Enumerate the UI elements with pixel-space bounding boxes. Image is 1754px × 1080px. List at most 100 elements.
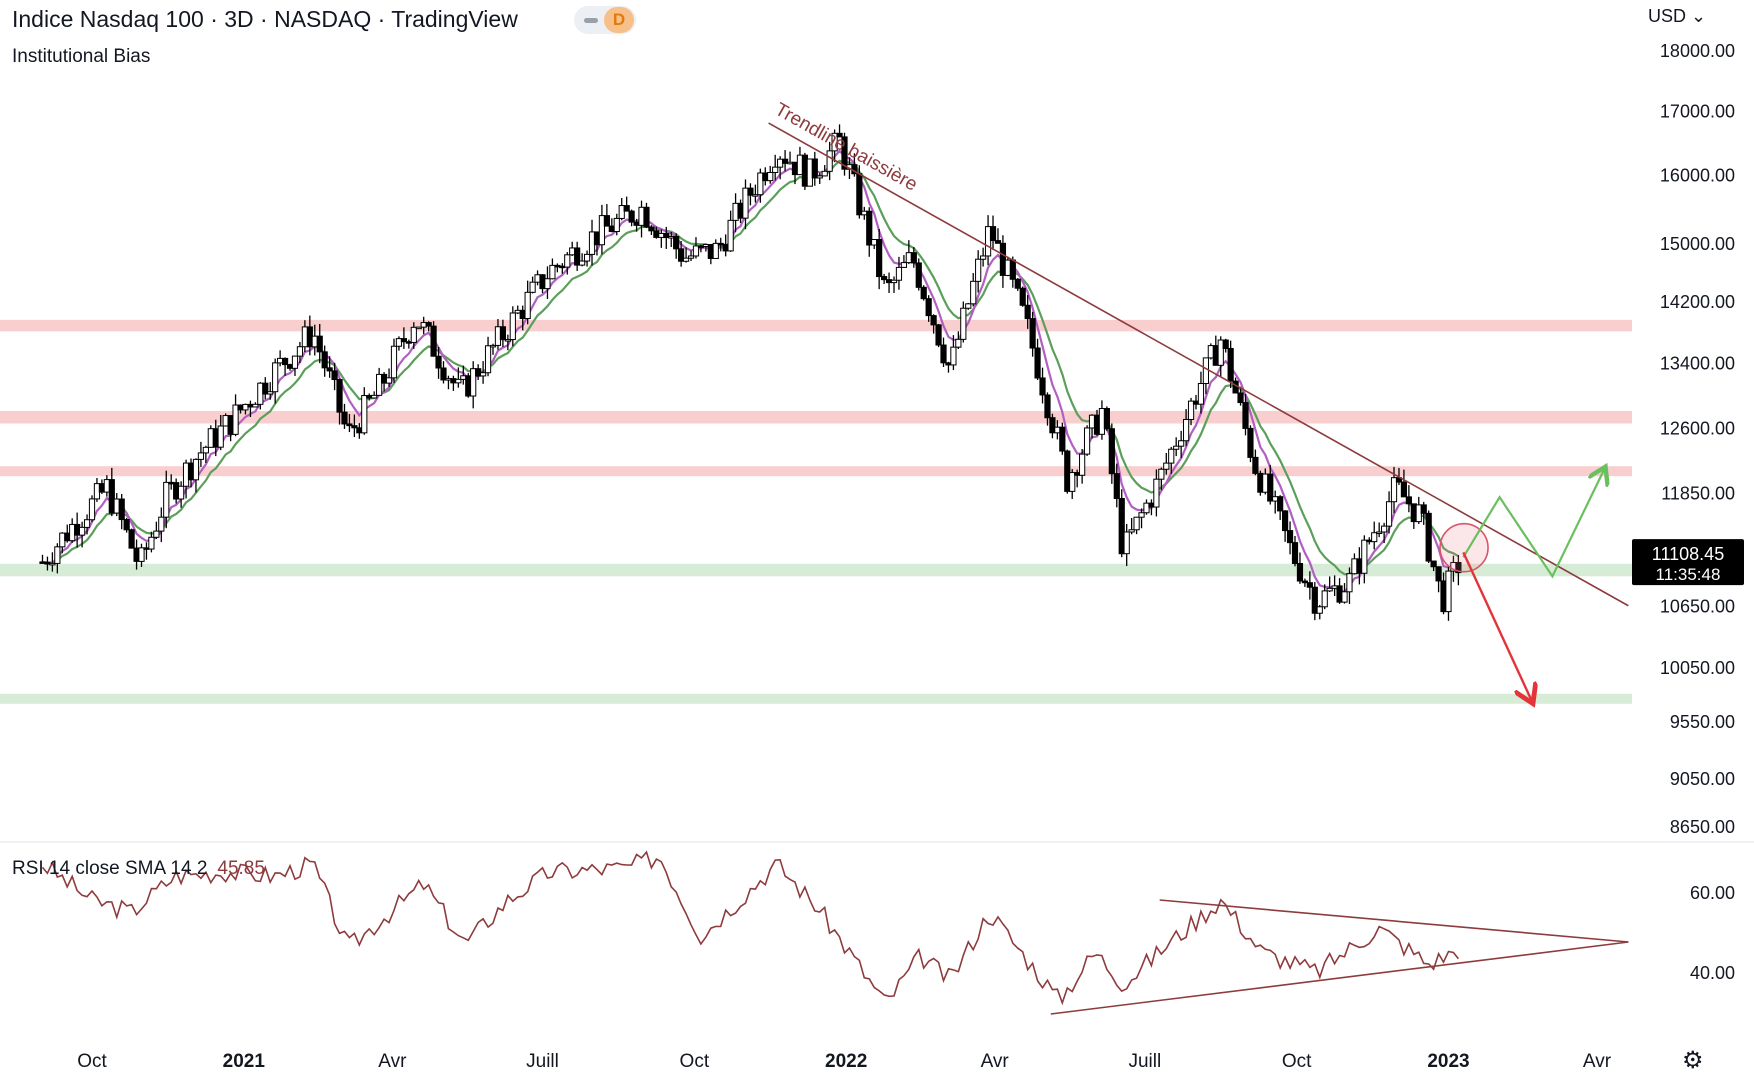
candle-body [1267, 473, 1274, 502]
candle-body [1039, 377, 1046, 396]
candle-body [371, 394, 378, 399]
interval-badge[interactable]: D [574, 6, 636, 34]
candle-body [816, 175, 823, 179]
candle-body [1440, 580, 1447, 613]
gear-icon[interactable]: ⚙ [1682, 1047, 1704, 1074]
price-label-countdown: 11:35:48 [1656, 565, 1721, 584]
rsi-legend[interactable]: RSI 14 close SMA 14 2 45.85 [12, 858, 265, 880]
candle-body [173, 482, 180, 500]
ma-fast-line [42, 149, 1459, 593]
candle-body [475, 368, 482, 377]
candle-body [663, 232, 670, 239]
candle-body [682, 257, 690, 262]
candle-body [489, 344, 497, 348]
candle-body [336, 379, 343, 413]
candle-body [1425, 512, 1432, 562]
candle-body [93, 483, 101, 500]
price-trendline [768, 122, 1629, 607]
candle-body [331, 370, 338, 381]
candle-body [1351, 558, 1358, 575]
candle-body [633, 221, 640, 226]
candle-body [98, 483, 106, 493]
candle-body [945, 362, 952, 366]
price-tick-label: 17000.00 [1660, 102, 1735, 122]
candle-body [593, 231, 601, 246]
price-tick-label: 12600.00 [1660, 419, 1735, 439]
candle-body [341, 411, 348, 425]
interval-badge-label: D [604, 7, 634, 33]
time-tick-label: 2022 [825, 1051, 867, 1072]
candle-body [1376, 531, 1383, 534]
candle-body [148, 536, 155, 550]
candle-body [1148, 502, 1155, 508]
candle-body [1346, 573, 1353, 593]
candle-body [806, 158, 813, 187]
candle-body [574, 247, 581, 266]
minus-icon [584, 18, 598, 23]
candle-body [1222, 339, 1229, 349]
candle-body [524, 291, 531, 320]
candle-body [905, 252, 912, 264]
price-tick-label: 13400.00 [1660, 354, 1735, 374]
candle-body [826, 150, 833, 172]
candle-body [316, 335, 323, 353]
candle-body [579, 260, 586, 266]
candle-body [351, 425, 358, 429]
candle-body [747, 187, 754, 196]
candle-body [618, 205, 625, 219]
currency-selector[interactable]: USD ⌄ [1648, 6, 1706, 27]
candle-body [291, 355, 299, 369]
candle-body [1212, 345, 1219, 366]
candle-body [1242, 402, 1249, 429]
candle-body [1004, 259, 1011, 276]
candle-body [1410, 503, 1417, 523]
currency-label: USD [1648, 6, 1687, 26]
candle-body [559, 265, 566, 269]
time-tick-label: Oct [680, 1051, 710, 1072]
rsi-lower-trendline [1050, 941, 1629, 1015]
candle-body [796, 154, 804, 176]
candle-body [1435, 566, 1442, 582]
candle-body [504, 339, 511, 342]
candle-body [984, 226, 992, 257]
candle-body [212, 428, 219, 448]
candle-body [202, 446, 209, 454]
price-tick-label: 10050.00 [1660, 658, 1735, 678]
price-tick-label: 9550.00 [1670, 712, 1735, 732]
candle-body [1138, 512, 1145, 518]
candle-body [227, 415, 234, 435]
candle-body [400, 338, 407, 343]
candle-body [1064, 450, 1071, 492]
candle-body [534, 274, 541, 283]
candle-body [1054, 426, 1061, 434]
candle-body [569, 247, 576, 256]
price-label-value: 11108.45 [1652, 544, 1724, 564]
candle-body [1381, 525, 1388, 533]
time-tick-label: Avr [1583, 1051, 1612, 1072]
candle-body [1217, 339, 1224, 366]
candle-body [1123, 531, 1130, 555]
candle-body [1331, 585, 1338, 589]
candle-body [1113, 473, 1120, 500]
candle-body [801, 154, 808, 187]
candle-body [1103, 408, 1110, 430]
indicator-label[interactable]: Institutional Bias [12, 46, 151, 67]
candle-body [1321, 590, 1328, 608]
candle-body [950, 346, 957, 366]
candle-body [242, 403, 249, 411]
candle-body [380, 373, 388, 384]
candle-body [1182, 418, 1190, 442]
candle-body [1262, 473, 1269, 493]
candle-body [450, 378, 457, 384]
resistance-zone [0, 319, 1632, 332]
candle-body [697, 245, 705, 248]
support-zone [0, 693, 1632, 704]
candle-body [1118, 498, 1125, 555]
candle-body [281, 357, 289, 366]
candle-body [955, 338, 962, 348]
chart-title: Indice Nasdaq 100 · 3D · NASDAQ · Tradin… [12, 6, 518, 32]
ma-slow-line [42, 159, 1459, 576]
candle-body [989, 226, 997, 242]
candle-body [286, 364, 294, 369]
